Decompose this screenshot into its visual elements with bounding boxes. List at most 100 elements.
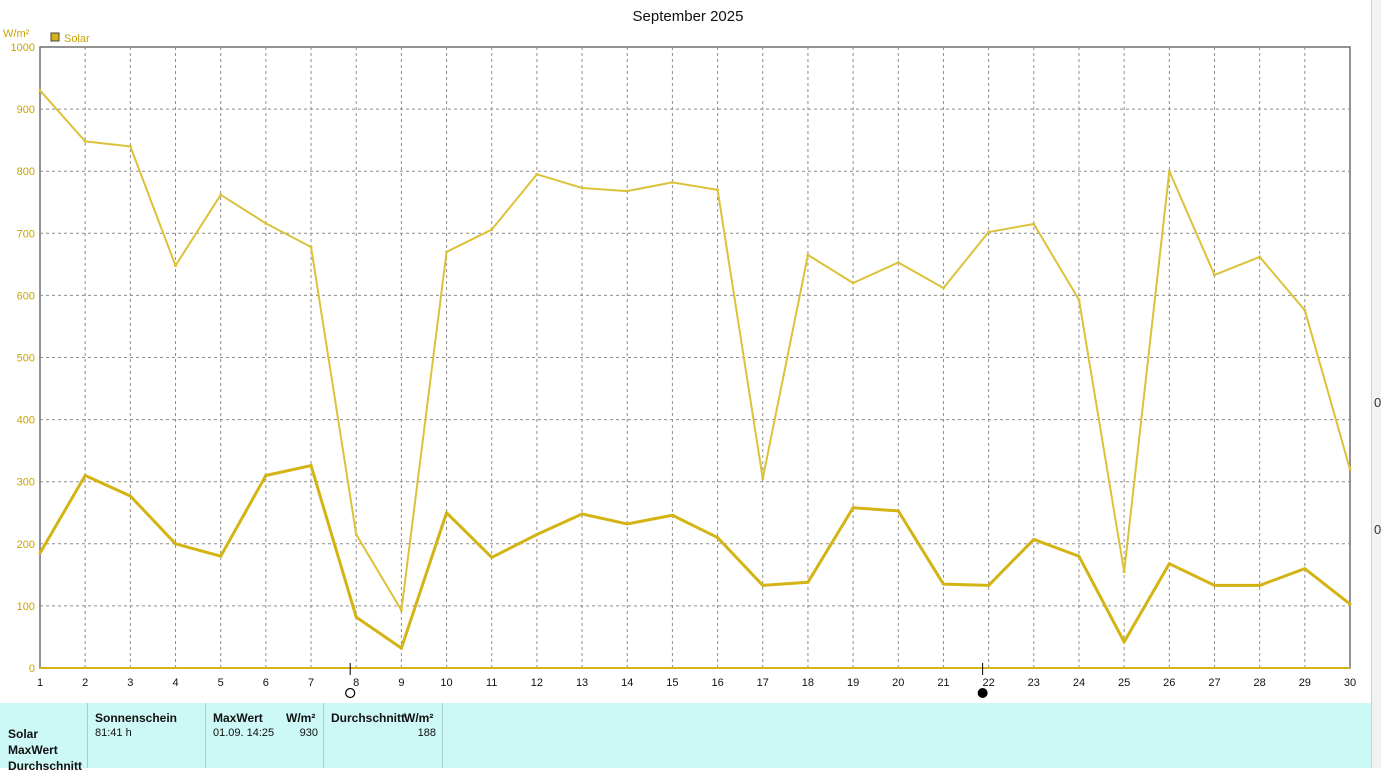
data-point-average bbox=[1303, 567, 1307, 571]
x-tick-label: 2 bbox=[82, 677, 88, 689]
data-point-max bbox=[1303, 308, 1307, 312]
x-tick-label: 13 bbox=[576, 677, 588, 689]
max-value: 930 bbox=[299, 727, 318, 739]
data-point-average bbox=[1212, 583, 1216, 587]
average-value: 188 bbox=[417, 727, 436, 739]
right-strip-char: 0 bbox=[1374, 395, 1381, 410]
data-point-max bbox=[1212, 273, 1216, 277]
y-tick-label: 800 bbox=[17, 166, 35, 178]
max-unit: W/m² bbox=[286, 711, 316, 725]
y-tick-label: 900 bbox=[17, 104, 35, 116]
data-point-average bbox=[219, 554, 223, 558]
max-datetime: 01.09. 14:25 bbox=[213, 727, 275, 739]
y-tick-label: 100 bbox=[17, 601, 35, 613]
y-axis-unit: W/m² bbox=[3, 28, 30, 40]
x-tick-label: 14 bbox=[621, 677, 633, 689]
x-tick-label: 8 bbox=[353, 677, 359, 689]
row-label-max: MaxWert bbox=[8, 743, 58, 757]
x-tick-label: 22 bbox=[982, 677, 994, 689]
data-point-max bbox=[1167, 169, 1171, 173]
data-point-average bbox=[1258, 583, 1262, 587]
y-tick-label: 700 bbox=[17, 228, 35, 240]
data-point-average bbox=[490, 555, 494, 559]
data-point-average bbox=[354, 615, 358, 619]
data-point-max bbox=[174, 264, 178, 268]
average-column: Durchschnitt W/m² 188 bbox=[323, 703, 443, 768]
x-tick-label: 29 bbox=[1299, 677, 1311, 689]
y-tick-label: 1000 bbox=[11, 42, 35, 54]
data-point-max bbox=[851, 281, 855, 285]
x-tick-label: 17 bbox=[757, 677, 769, 689]
data-point-max bbox=[490, 228, 494, 232]
data-point-max bbox=[445, 250, 449, 254]
data-point-max bbox=[1077, 298, 1081, 302]
data-point-average bbox=[896, 509, 900, 513]
data-point-max bbox=[670, 180, 674, 184]
data-point-max bbox=[399, 608, 403, 612]
data-point-max bbox=[941, 286, 945, 290]
data-point-max bbox=[896, 260, 900, 264]
statistics-panel: Solar MaxWert Durchschnitt Sonnenschein … bbox=[0, 703, 1373, 773]
x-tick-label: 1 bbox=[37, 677, 43, 689]
data-point-average bbox=[128, 494, 132, 498]
x-tick-label: 9 bbox=[398, 677, 404, 689]
x-tick-label: 18 bbox=[802, 677, 814, 689]
row-label-solar: Solar bbox=[8, 727, 39, 741]
max-header: MaxWert bbox=[213, 711, 263, 725]
data-point-average bbox=[716, 536, 720, 540]
x-tick-label: 24 bbox=[1073, 677, 1085, 689]
y-tick-label: 300 bbox=[17, 477, 35, 489]
data-point-max bbox=[354, 532, 358, 536]
sunshine-column: Sonnenschein 81:41 h bbox=[87, 703, 206, 768]
full-moon-icon bbox=[345, 687, 356, 699]
x-tick-label: 20 bbox=[892, 677, 904, 689]
right-edge-panel bbox=[1371, 0, 1381, 768]
x-tick-label: 23 bbox=[1028, 677, 1040, 689]
data-point-max bbox=[264, 221, 268, 225]
x-tick-label: 7 bbox=[308, 677, 314, 689]
data-point-average bbox=[38, 551, 42, 555]
x-tick-label: 28 bbox=[1254, 677, 1266, 689]
y-tick-label: 0 bbox=[29, 663, 35, 675]
data-point-average bbox=[1077, 554, 1081, 558]
sunshine-value: 81:41 h bbox=[95, 727, 132, 739]
data-point-max bbox=[580, 186, 584, 190]
max-column: MaxWert W/m² 01.09. 14:25 930 bbox=[205, 703, 324, 768]
data-point-average bbox=[535, 532, 539, 536]
data-point-average bbox=[670, 513, 674, 517]
x-tick-label: 25 bbox=[1118, 677, 1130, 689]
data-point-max bbox=[38, 88, 42, 92]
x-tick-label: 30 bbox=[1344, 677, 1356, 689]
data-point-max bbox=[806, 253, 810, 257]
new-moon-icon bbox=[977, 688, 988, 698]
legend-label: Solar bbox=[64, 33, 90, 45]
x-tick-label: 6 bbox=[263, 677, 269, 689]
data-point-average bbox=[264, 473, 268, 477]
grid bbox=[40, 47, 1350, 669]
data-point-average bbox=[625, 522, 629, 526]
data-point-average bbox=[445, 511, 449, 515]
data-point-max bbox=[1258, 255, 1262, 259]
series-line-average bbox=[38, 464, 1351, 650]
row-label-average: Durchschnitt bbox=[8, 759, 83, 773]
y-axis: 0 100 200 300 400 500 600 700 800 900 1000 bbox=[11, 42, 35, 675]
data-point-average bbox=[987, 583, 991, 587]
data-point-average bbox=[83, 473, 87, 477]
data-point-average bbox=[851, 506, 855, 510]
data-point-average bbox=[761, 583, 765, 587]
data-point-max bbox=[83, 139, 87, 143]
data-point-max bbox=[128, 144, 132, 148]
sunshine-header: Sonnenschein bbox=[95, 711, 178, 725]
data-point-average bbox=[1167, 562, 1171, 566]
x-tick-label: 12 bbox=[531, 677, 543, 689]
data-point-average bbox=[1348, 602, 1352, 606]
x-tick-label: 4 bbox=[172, 677, 178, 689]
series-group bbox=[38, 88, 1352, 650]
data-point-average bbox=[309, 464, 313, 468]
x-tick-label: 11 bbox=[486, 677, 497, 689]
x-tick-label: 26 bbox=[1163, 677, 1175, 689]
solar-chart: September 2025 W/m² Solar 0 100 200 300 400 5… bbox=[3, 8, 1356, 699]
x-tick-label: 10 bbox=[440, 677, 452, 689]
series-line-max bbox=[39, 89, 1351, 612]
x-tick-label: 19 bbox=[847, 677, 859, 689]
